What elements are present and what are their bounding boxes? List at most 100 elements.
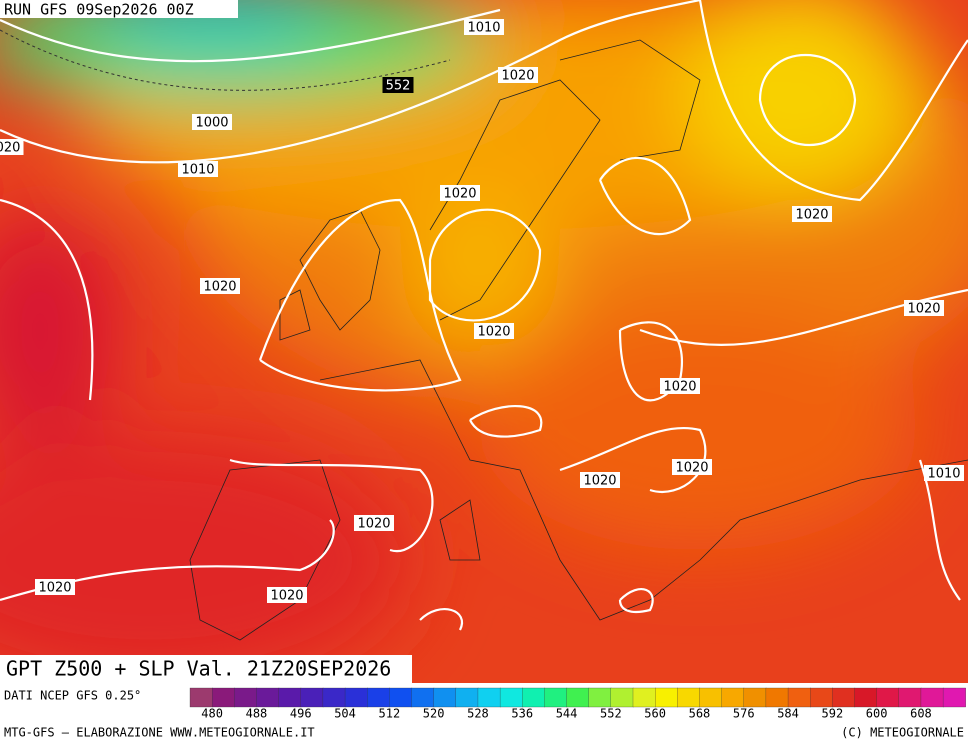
color-swatch [322, 687, 346, 708]
contour-552 [0, 29, 451, 91]
color-swatch [344, 687, 368, 708]
color-swatch [854, 687, 878, 708]
color-swatch [810, 687, 834, 708]
colorbar-label: 536 [511, 707, 533, 721]
isobar-label: 1020 [907, 302, 940, 317]
color-swatch [189, 687, 213, 708]
colorbar-label: 504 [334, 707, 356, 721]
color-swatch [787, 687, 811, 708]
color-swatch [898, 687, 922, 708]
isobar-labels: 1010 1020 552 1000 1010 020 1020 1020 1020 1020 10… [0, 19, 964, 604]
isobar-label-box [464, 19, 504, 35]
color-swatch [300, 687, 324, 708]
isobar-label: 552 [386, 79, 411, 94]
isobar-label-box [192, 114, 232, 130]
isobar-label-box [200, 278, 240, 294]
isobar-label-box [382, 77, 414, 93]
isobar-label: 1020 [501, 69, 534, 84]
color-swatch [610, 687, 634, 708]
colorbar-label: 592 [822, 707, 844, 721]
isobar-label: 1000 [195, 116, 228, 131]
run-label: RUN GFS 09Sep2026 00Z [4, 1, 194, 19]
colorbar-label: 520 [423, 707, 445, 721]
color-swatch [765, 687, 789, 708]
colorbar-label: 568 [689, 707, 711, 721]
color-swatch [389, 687, 413, 708]
isobar-label-box [474, 323, 514, 339]
isobar-label-box [924, 465, 964, 481]
isobar-label: 1020 [675, 461, 708, 476]
isobar-label: 1020 [795, 208, 828, 223]
colorbar-label: 480 [201, 707, 223, 721]
source-label: DATI NCEP GFS 0.25° [4, 689, 141, 703]
product-box [0, 655, 412, 683]
isobar-label: 1020 [583, 474, 616, 489]
isobar-label: 1010 [927, 467, 960, 482]
color-swatch [655, 687, 678, 708]
isobar-label-box [580, 472, 620, 488]
color-swatch [455, 687, 479, 708]
run-box [0, 0, 238, 18]
color-swatch [522, 687, 546, 708]
colorbar-label: 608 [910, 707, 932, 721]
colorbar-label: 512 [379, 707, 401, 721]
colorbar-label: 488 [246, 707, 268, 721]
color-swatch [278, 687, 302, 708]
color-swatch [743, 687, 767, 708]
legend: DATI NCEP GFS 0.25° MTG-GFS – ELABORAZIO… [4, 687, 966, 740]
isobar-label-box [354, 515, 394, 531]
color-swatch [699, 687, 723, 708]
colorbar-label: 552 [600, 707, 622, 721]
color-swatch [211, 687, 235, 708]
color-swatch [256, 687, 280, 708]
isobar-label-box [178, 161, 218, 177]
color-swatch [499, 687, 523, 708]
color-swatch [367, 687, 391, 708]
isobar-label-box [672, 459, 712, 475]
isobars [0, 0, 968, 631]
color-swatch [832, 687, 856, 708]
colorbar-label: 576 [733, 707, 755, 721]
colorbar-label: 544 [556, 707, 578, 721]
isobar-label: 1010 [467, 21, 500, 36]
color-swatch [588, 687, 612, 708]
isobar-label-box [35, 579, 75, 595]
color-swatch [566, 687, 590, 708]
color-swatch [477, 687, 501, 708]
isobar-label-box [792, 206, 832, 222]
color-swatch [876, 687, 900, 708]
colorbar-label: 600 [866, 707, 888, 721]
colorbar-label: 560 [644, 707, 666, 721]
color-swatch [433, 687, 457, 708]
credit-label: MTG-GFS – ELABORAZIONE WWW.METEOGIORNALE… [4, 726, 315, 740]
isobar-label: 1020 [203, 280, 236, 295]
colorbar-label: 528 [467, 707, 489, 721]
color-swatch [234, 687, 258, 708]
copyright-label: (C) METEOGIORNALE [841, 726, 964, 740]
colorbar-label: 584 [777, 707, 799, 721]
isobar-label-box [0, 139, 24, 155]
isobar-label: 1020 [443, 187, 476, 202]
isobar-label: 1020 [477, 325, 510, 340]
isobar-label-box [440, 185, 480, 201]
color-swatch [677, 687, 701, 708]
coastlines [189, 39, 968, 641]
isobar-label-box [267, 587, 307, 603]
color-swatch [544, 687, 568, 708]
isobar-label-box [498, 67, 538, 83]
colorbar-label: 496 [290, 707, 312, 721]
color-swatch [632, 687, 656, 708]
isobar-label: 1020 [357, 517, 390, 532]
product-label: GPT Z500 + SLP Val. 21Z20SEP2026 [6, 657, 391, 681]
isobar-label: 1020 [38, 581, 71, 596]
map: 1010 1020 552 1000 1010 020 1020 1020 1020 1020 10… [0, 0, 968, 683]
isobar-label: 1010 [181, 163, 214, 178]
isobar-label-box [904, 300, 944, 316]
isobar-label: 1020 [663, 380, 696, 395]
isobar-label: 020 [0, 141, 20, 156]
isobar-label-box [660, 378, 700, 394]
color-swatch [411, 687, 435, 708]
isobar-label: 1020 [270, 589, 303, 604]
color-swatch [721, 687, 745, 708]
